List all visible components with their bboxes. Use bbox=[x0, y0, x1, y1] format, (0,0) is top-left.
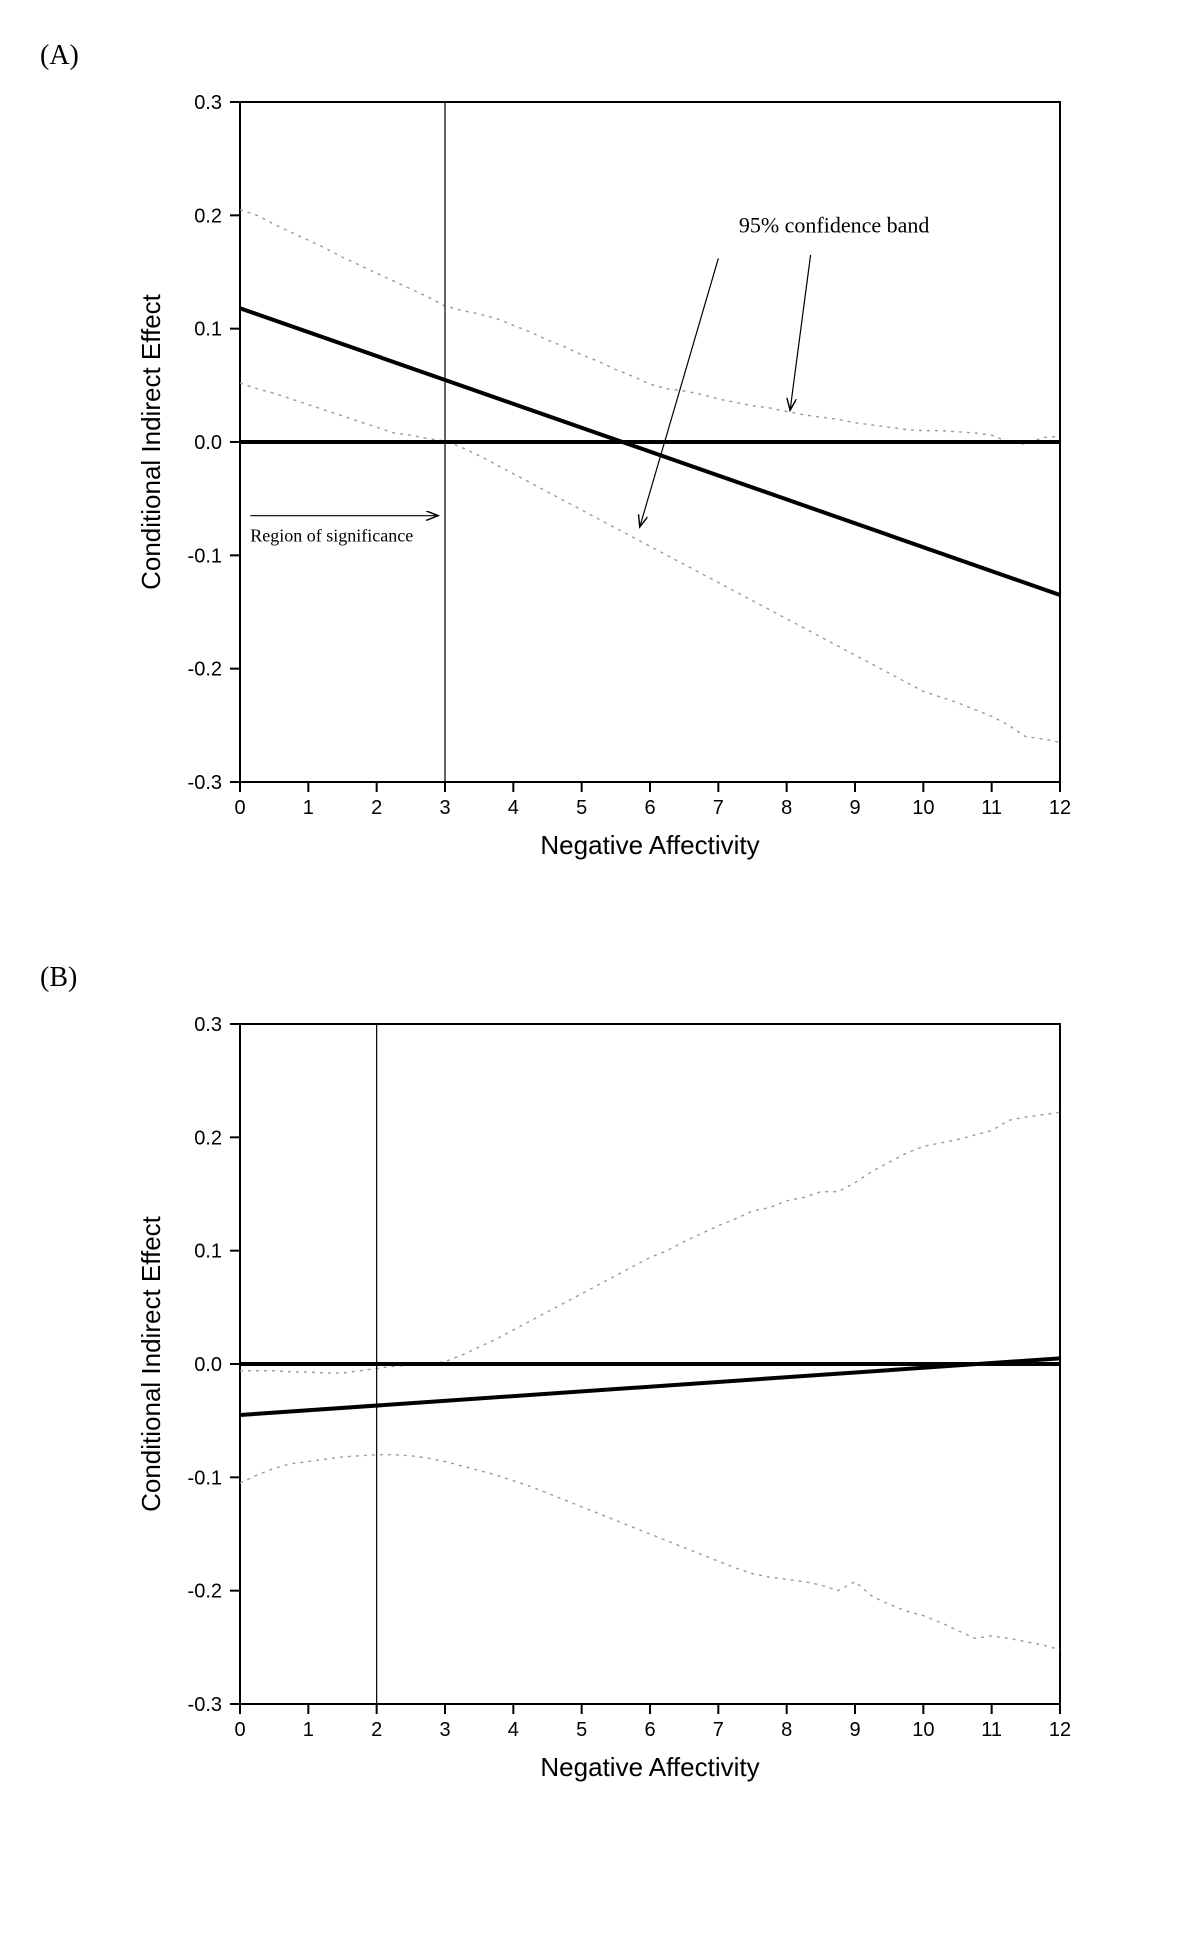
svg-text:4: 4 bbox=[508, 797, 519, 819]
svg-text:7: 7 bbox=[713, 797, 724, 819]
svg-text:0: 0 bbox=[234, 1719, 245, 1741]
svg-text:11: 11 bbox=[981, 797, 1002, 819]
svg-text:12: 12 bbox=[1049, 1719, 1071, 1741]
svg-text:Negative Affectivity: Negative Affectivity bbox=[540, 830, 759, 860]
svg-text:0: 0 bbox=[234, 797, 245, 819]
svg-text:-0.2: -0.2 bbox=[188, 659, 222, 681]
svg-text:-0.1: -0.1 bbox=[188, 545, 222, 567]
svg-text:0.3: 0.3 bbox=[194, 92, 222, 114]
svg-text:-0.2: -0.2 bbox=[188, 1581, 222, 1603]
svg-text:Negative Affectivity: Negative Affectivity bbox=[540, 1752, 759, 1782]
svg-text:Conditional Indirect Effect: Conditional Indirect Effect bbox=[136, 293, 166, 590]
svg-text:Region of significance: Region of significance bbox=[250, 526, 413, 546]
svg-text:3: 3 bbox=[439, 797, 450, 819]
panel-B-label: (B) bbox=[40, 962, 1160, 994]
svg-text:Conditional Indirect Effect: Conditional Indirect Effect bbox=[136, 1215, 166, 1512]
figure-container: (A) 0123456789101112-0.3-0.2-0.10.00.10.… bbox=[40, 40, 1160, 1814]
panel-B-block: (B) 0123456789101112-0.3-0.2-0.10.00.10.… bbox=[40, 962, 1160, 1814]
svg-text:5: 5 bbox=[576, 1719, 587, 1741]
svg-text:10: 10 bbox=[912, 1719, 934, 1741]
svg-text:0.2: 0.2 bbox=[194, 205, 222, 227]
svg-text:0.0: 0.0 bbox=[194, 432, 222, 454]
svg-text:5: 5 bbox=[576, 797, 587, 819]
svg-text:4: 4 bbox=[508, 1719, 519, 1741]
panel-A-label: (A) bbox=[40, 40, 1160, 72]
panel-A-block: (A) 0123456789101112-0.3-0.2-0.10.00.10.… bbox=[40, 40, 1160, 892]
svg-text:1: 1 bbox=[303, 1719, 314, 1741]
svg-text:95% confidence band: 95% confidence band bbox=[739, 212, 930, 237]
svg-text:8: 8 bbox=[781, 797, 792, 819]
svg-text:11: 11 bbox=[981, 1719, 1002, 1741]
svg-text:0.1: 0.1 bbox=[194, 1241, 222, 1263]
svg-text:9: 9 bbox=[849, 1719, 860, 1741]
svg-text:-0.3: -0.3 bbox=[188, 1694, 222, 1716]
svg-text:10: 10 bbox=[912, 797, 934, 819]
chart-B: 0123456789101112-0.3-0.2-0.10.00.10.20.3… bbox=[40, 1004, 1120, 1814]
svg-text:7: 7 bbox=[713, 1719, 724, 1741]
svg-text:0.0: 0.0 bbox=[194, 1354, 222, 1376]
svg-text:6: 6 bbox=[644, 797, 655, 819]
svg-text:0.2: 0.2 bbox=[194, 1127, 222, 1149]
svg-text:0.3: 0.3 bbox=[194, 1014, 222, 1036]
svg-text:6: 6 bbox=[644, 1719, 655, 1741]
svg-text:1: 1 bbox=[303, 797, 314, 819]
svg-text:-0.1: -0.1 bbox=[188, 1467, 222, 1489]
svg-text:2: 2 bbox=[371, 797, 382, 819]
svg-text:8: 8 bbox=[781, 1719, 792, 1741]
svg-text:-0.3: -0.3 bbox=[188, 772, 222, 794]
svg-text:12: 12 bbox=[1049, 797, 1071, 819]
svg-text:9: 9 bbox=[849, 797, 860, 819]
svg-text:2: 2 bbox=[371, 1719, 382, 1741]
svg-text:0.1: 0.1 bbox=[194, 319, 222, 341]
svg-text:3: 3 bbox=[439, 1719, 450, 1741]
chart-A: 0123456789101112-0.3-0.2-0.10.00.10.20.3… bbox=[40, 82, 1120, 892]
